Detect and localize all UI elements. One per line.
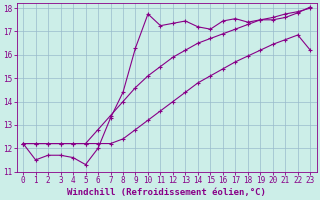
X-axis label: Windchill (Refroidissement éolien,°C): Windchill (Refroidissement éolien,°C) xyxy=(67,188,266,197)
